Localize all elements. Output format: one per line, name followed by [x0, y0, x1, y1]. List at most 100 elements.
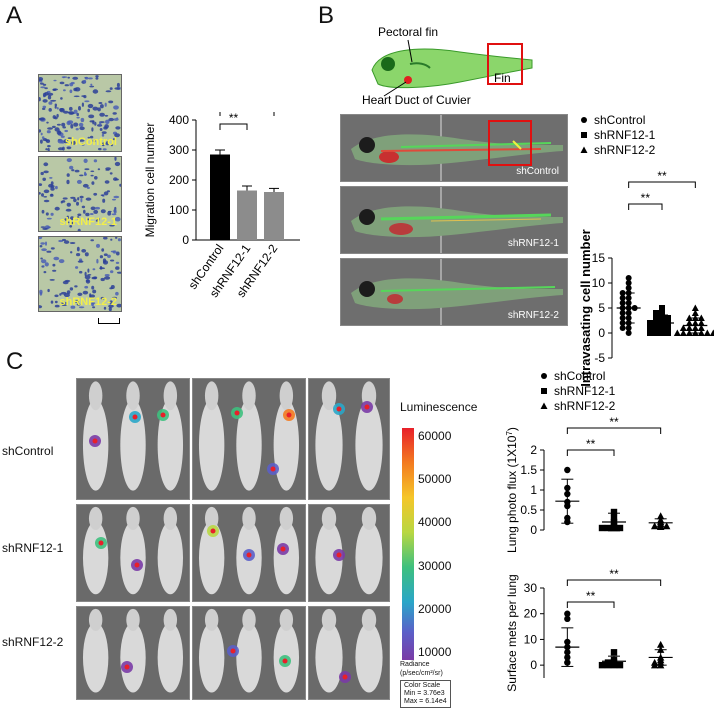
mouse-head	[88, 381, 103, 411]
cell-dot	[91, 285, 95, 290]
cell-dot	[60, 200, 63, 204]
cell-dot	[100, 194, 104, 196]
cell-dot	[97, 168, 101, 171]
data-point	[581, 132, 587, 138]
y-tick-label: 300	[169, 143, 189, 157]
cell-dot	[82, 183, 89, 188]
cell-dot	[85, 212, 90, 217]
cell-dot	[39, 291, 43, 296]
cell-dot	[114, 133, 120, 138]
significance-label: **	[609, 415, 619, 429]
cell-dot	[40, 82, 44, 85]
cell-dot	[66, 290, 71, 295]
data-point	[653, 315, 659, 321]
mouse-body	[315, 622, 343, 693]
label-pectoral-fin: Pectoral fin	[378, 25, 438, 39]
cell-dot	[111, 213, 117, 216]
cell-dot	[89, 293, 92, 298]
data-point	[653, 330, 659, 336]
mouse-image-block	[308, 606, 390, 700]
data-point	[679, 324, 687, 331]
cell-dot	[56, 113, 59, 118]
cell-dot	[52, 125, 56, 128]
data-point	[625, 330, 632, 336]
cell-dot	[103, 237, 108, 240]
cell-dot	[39, 117, 45, 121]
colorbar-tick-label: 60000	[418, 429, 452, 443]
cell-dot	[95, 75, 99, 78]
cell-dot	[44, 92, 49, 96]
cell-dot	[60, 135, 65, 138]
cell-dot	[112, 296, 117, 300]
cell-dot	[49, 177, 53, 179]
cell-dot	[99, 266, 103, 270]
cell-dot	[97, 107, 101, 112]
cell-dot	[62, 146, 65, 151]
fish-label: shControl	[516, 166, 559, 177]
data-point	[541, 388, 547, 394]
cell-dot	[56, 130, 62, 135]
luminescence-core	[234, 410, 240, 416]
cell-dot	[93, 159, 98, 163]
cell-dot	[70, 196, 76, 199]
mouse-body	[355, 622, 383, 693]
data-point	[656, 640, 665, 648]
cell-dot	[46, 217, 52, 220]
cell-dot	[87, 108, 90, 113]
y-tick-label: 1.5	[520, 463, 537, 477]
mouse-head	[204, 608, 219, 631]
mouse-head	[242, 608, 256, 631]
data-point	[685, 314, 693, 321]
cell-dot	[101, 248, 105, 252]
y-tick-label: 10	[524, 632, 538, 646]
luminescence-core	[342, 674, 348, 680]
cell-dot	[59, 293, 62, 296]
radiance-label: Radiance (p/sec/cm²/sr)	[400, 660, 443, 678]
cell-dot	[59, 81, 65, 85]
cell-dot	[81, 249, 87, 253]
cell-dot	[42, 227, 48, 230]
cell-dot	[84, 285, 89, 289]
mouse-image-block	[192, 606, 306, 700]
cell-dot	[73, 198, 77, 203]
cell-dot	[39, 183, 43, 186]
cell-dot	[87, 103, 94, 109]
mouse-render	[315, 506, 383, 595]
cell-dot	[80, 117, 85, 123]
cell-dot	[53, 79, 57, 82]
cell-dot	[94, 176, 98, 180]
cell-dot	[54, 294, 59, 298]
cell-dot	[43, 271, 47, 274]
cell-dot	[84, 252, 89, 257]
fish-render	[351, 259, 563, 325]
cell-dot	[63, 139, 69, 144]
cell-dot	[77, 292, 83, 296]
data-point	[656, 512, 665, 520]
mouse-head	[126, 381, 140, 411]
cell-dot	[39, 192, 41, 195]
luminescence-core	[210, 528, 216, 534]
cell-dot	[113, 177, 118, 181]
cell-dot	[69, 165, 74, 170]
cell-dot	[109, 287, 113, 290]
cell-dot	[90, 174, 94, 177]
cell-dot	[70, 251, 73, 254]
colorbar	[402, 428, 414, 660]
cell-dot	[92, 106, 99, 111]
cell-dot	[78, 139, 85, 142]
data-point	[659, 305, 665, 311]
data-point	[616, 661, 624, 669]
cell-dot	[42, 107, 46, 110]
cell-dot	[42, 105, 47, 109]
mouse-body	[157, 521, 184, 595]
cell-dot	[86, 218, 91, 221]
y-tick-label: 30	[524, 581, 538, 595]
cell-dot	[42, 265, 45, 268]
mouse-body	[355, 521, 383, 595]
cell-dot	[76, 303, 81, 306]
data-point	[619, 315, 626, 321]
legend-entry: shRNF12-2	[554, 399, 616, 413]
cell-dot	[110, 238, 113, 241]
data-point	[659, 310, 665, 316]
